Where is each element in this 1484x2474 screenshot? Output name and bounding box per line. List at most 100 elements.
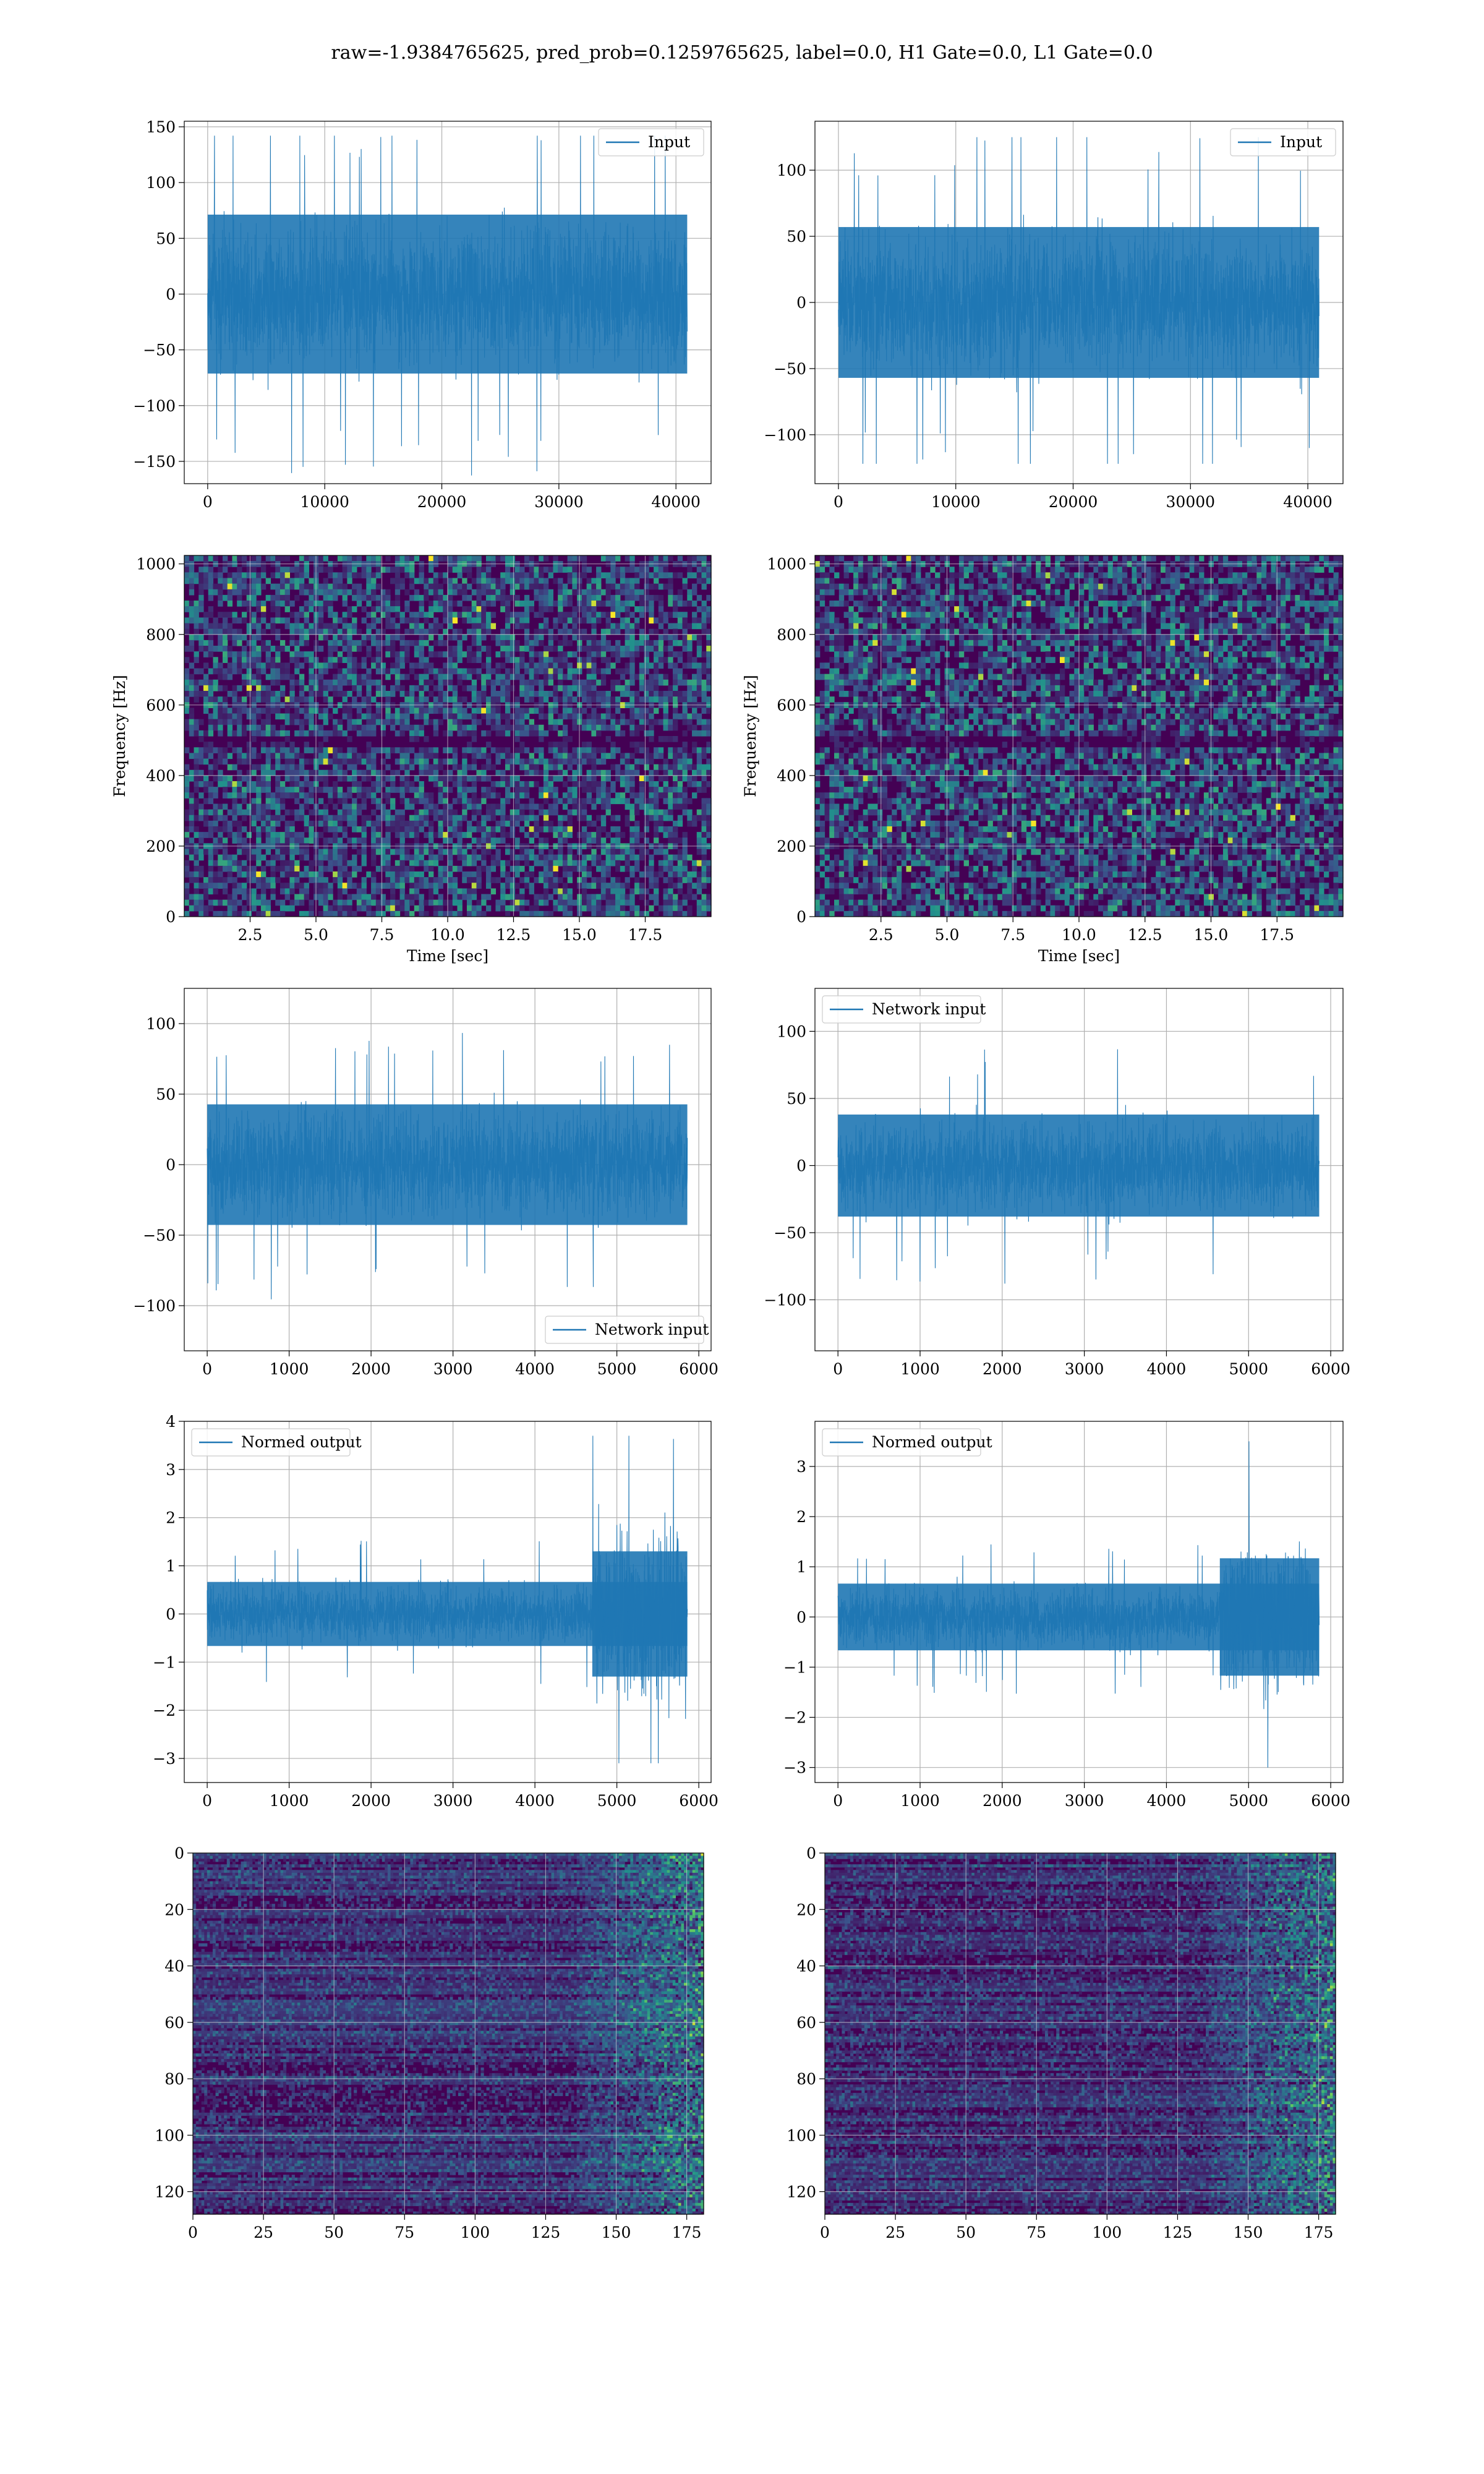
heatmap-cell: [256, 572, 261, 578]
heatmap-cell: [505, 601, 510, 607]
heatmap-cell: [491, 595, 496, 601]
heatmap-cell: [419, 572, 424, 578]
heatmap-cell: [280, 601, 285, 607]
heatmap-cell: [189, 567, 194, 573]
heatmap-cell: [304, 567, 309, 573]
heatmap-cell: [280, 555, 285, 562]
heatmap-cell: [572, 617, 577, 623]
heatmap-cell: [548, 601, 553, 607]
heatmap-cell: [328, 612, 333, 618]
heatmap-cell: [495, 595, 500, 601]
heatmap-cell: [568, 601, 573, 607]
heatmap-cell: [404, 567, 409, 573]
heatmap-cell: [654, 617, 659, 623]
heatmap-cell: [673, 595, 678, 601]
heatmap-cell: [510, 555, 515, 562]
heatmap-cell: [333, 584, 338, 590]
heatmap-cell: [649, 601, 654, 607]
heatmap-cell: [232, 578, 237, 584]
heatmap-cell: [395, 601, 400, 607]
heatmap-cell: [189, 606, 194, 612]
heatmap-cell: [366, 578, 371, 584]
heatmap-cell: [500, 595, 505, 601]
heatmap-cell: [385, 567, 390, 573]
legend-label: Input: [648, 133, 690, 151]
heatmap-cell: [352, 623, 357, 630]
heatmap-cell: [596, 612, 601, 618]
heatmap-cell: [500, 555, 505, 562]
heatmap-cell: [467, 567, 472, 573]
heatmap-cell: [362, 572, 367, 578]
heatmap-cell: [476, 584, 481, 590]
heatmap-cell: [395, 606, 400, 612]
heatmap-cell: [419, 606, 424, 612]
heatmap-cell: [510, 595, 515, 601]
heatmap-cell: [275, 584, 280, 590]
heatmap-cell: [668, 601, 673, 607]
heatmap-cell: [572, 578, 577, 584]
heatmap-cell: [371, 617, 376, 623]
heatmap-cell: [486, 589, 491, 596]
heatmap-cell: [390, 623, 395, 630]
heatmap-cell: [558, 601, 563, 607]
heatmap-cell: [529, 578, 534, 584]
heatmap-cell: [591, 584, 596, 590]
heatmap-cell: [218, 572, 223, 578]
heatmap-cell: [519, 617, 524, 623]
heatmap-cell: [610, 595, 615, 601]
heatmap-cell: [486, 584, 491, 590]
heatmap-cell: [438, 589, 443, 596]
legend: Input: [599, 129, 704, 156]
heatmap-cell: [591, 601, 596, 607]
heatmap-cell: [697, 555, 702, 562]
heatmap-cell: [333, 589, 338, 596]
heatmap-cell: [333, 623, 338, 630]
heatmap-cell: [553, 617, 558, 623]
heatmap-cell: [558, 595, 563, 601]
x-tick-label: 20000: [417, 493, 467, 511]
heatmap-cell: [558, 606, 563, 612]
heatmap-cell: [203, 567, 208, 573]
heatmap-cell: [606, 617, 611, 623]
heatmap-cell: [261, 601, 266, 607]
heatmap-cell: [448, 601, 453, 607]
heatmap-cell: [629, 612, 634, 618]
heatmap-cell: [486, 555, 491, 562]
heatmap-cell: [457, 572, 462, 578]
heatmap-cell: [673, 612, 678, 618]
heatmap-cell: [362, 567, 367, 573]
heatmap-cell: [663, 572, 668, 578]
heatmap-cell: [237, 601, 242, 607]
heatmap-cell: [343, 601, 348, 607]
heatmap-cell: [558, 617, 563, 623]
heatmap-cell: [587, 584, 592, 590]
heatmap-cell: [659, 601, 663, 607]
x-tick-label: 30000: [1166, 493, 1216, 511]
heatmap-cell: [395, 567, 400, 573]
heatmap-cell: [510, 589, 515, 596]
heatmap-cell: [591, 617, 596, 623]
heatmap-cell: [213, 584, 218, 590]
heatmap-cell: [333, 572, 338, 578]
heatmap-cell: [247, 606, 252, 612]
heatmap-cell: [443, 617, 448, 623]
heatmap-cell: [385, 612, 390, 618]
heatmap-cell: [659, 617, 663, 623]
heatmap-cell: [462, 606, 467, 612]
heatmap-cell: [237, 555, 242, 562]
heatmap-cell: [343, 612, 348, 618]
heatmap-cell: [275, 595, 280, 601]
heatmap-cell: [476, 612, 481, 618]
y-tick-label: −100: [133, 397, 176, 415]
heatmap-cell: [400, 567, 405, 573]
heatmap-cell: [433, 584, 438, 590]
x-tick-label: 10000: [300, 493, 349, 511]
heatmap-cell: [228, 595, 232, 601]
heatmap-panel-row2-left: 2.5 5.0 7.5 10.0 12.5 15.0 17.5100080060040020…: [111, 555, 712, 965]
heatmap-cell: [606, 612, 611, 618]
heatmap-cell: [495, 589, 500, 596]
heatmap-cell: [649, 595, 654, 601]
heatmap-cell: [453, 578, 458, 584]
heatmap-cell: [668, 595, 673, 601]
heatmap-cell: [208, 578, 213, 584]
